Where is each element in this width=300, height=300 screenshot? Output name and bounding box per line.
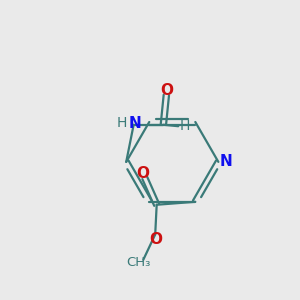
Text: CH₃: CH₃ — [126, 256, 150, 268]
Text: O: O — [136, 166, 149, 181]
Text: N: N — [128, 116, 141, 131]
Text: H: H — [117, 116, 127, 130]
Text: H: H — [180, 119, 190, 133]
Text: N: N — [220, 154, 233, 169]
Text: O: O — [149, 232, 162, 247]
Text: O: O — [160, 83, 173, 98]
